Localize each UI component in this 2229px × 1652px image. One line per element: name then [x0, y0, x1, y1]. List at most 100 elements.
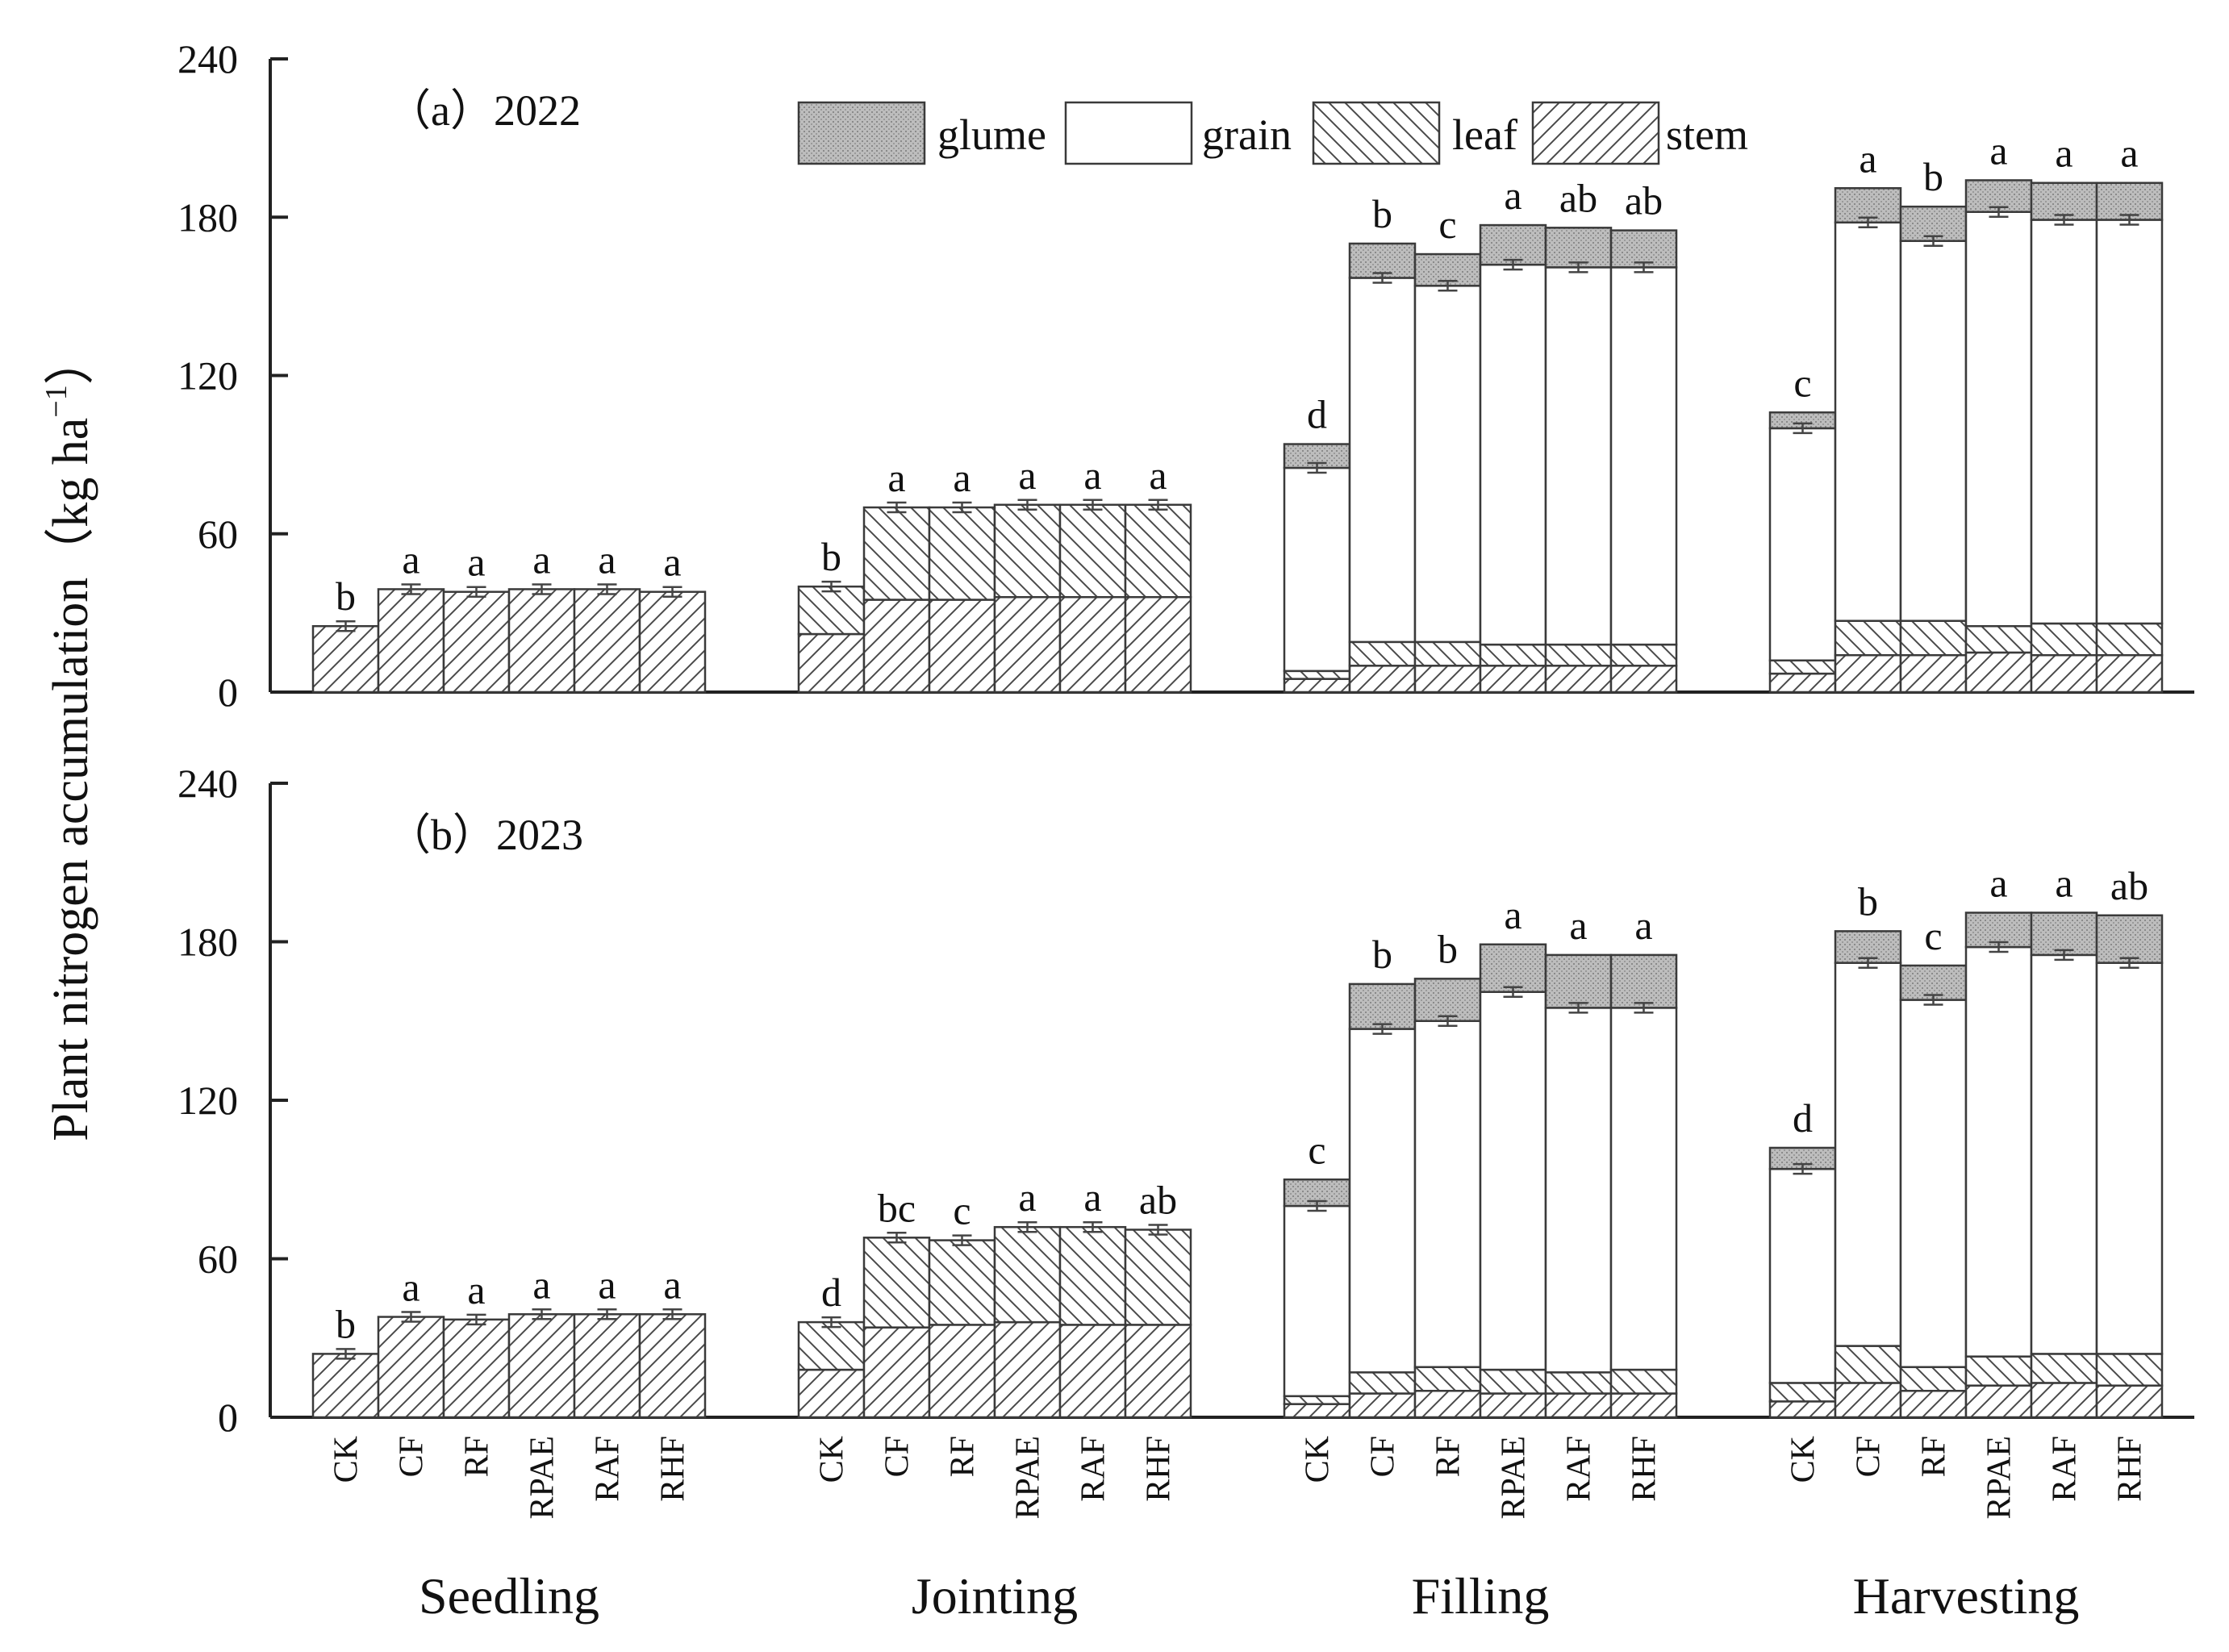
stage-group-filling: c b b a a a: [1283, 892, 1678, 1419]
x-tick-label: RF: [1916, 1436, 1953, 1477]
stage-group-filling: db ca ab ab: [1283, 173, 1678, 694]
bar-segment-glume: [1544, 953, 1613, 1009]
bar-segment-grain: [1834, 221, 1902, 622]
bar-segment-leaf: [2030, 1353, 2098, 1384]
bar-segment-leaf: [1768, 659, 1837, 675]
legend-label-glume: glume: [937, 111, 1046, 159]
bar-segment-leaf: [1058, 503, 1127, 599]
significance-letter: a: [1018, 1174, 1036, 1220]
y-tick-label: 180: [177, 920, 238, 965]
x-tick-label: CK: [814, 1436, 851, 1483]
bar-segment-stem: [1479, 665, 1547, 694]
bar-segment-leaf: [1964, 624, 2033, 654]
stage-group-seedling: ba a a a a: [311, 536, 707, 694]
panel-title: （b）2023: [387, 811, 583, 859]
stage-group-jointing: dbc c a a ab: [797, 1174, 1192, 1419]
significance-letter: c: [1308, 1127, 1325, 1172]
bar-segment-stem: [1413, 1390, 1482, 1419]
bar-segment-stem: [638, 590, 707, 694]
bar-segment-leaf: [1964, 1355, 2033, 1387]
significance-letter: b: [821, 534, 841, 579]
x-tick-label: RPAE: [1981, 1436, 2018, 1520]
bar-segment-stem: [797, 1368, 866, 1419]
bar-segment-stem: [1964, 651, 2033, 694]
bar-segment-stem: [2030, 1382, 2098, 1419]
x-tick-label: RPAE: [1010, 1436, 1047, 1520]
x-tick-label: RAF: [1561, 1436, 1598, 1502]
x-tick-label: CF: [879, 1436, 916, 1477]
bar-segment-grain: [1348, 277, 1417, 644]
significance-letter: c: [1924, 913, 1942, 958]
significance-letter: a: [1083, 1174, 1101, 1220]
bar-segment-stem: [1283, 678, 1351, 694]
bar-segment-stem: [1124, 1324, 1192, 1419]
x-tick-label: RAF: [1075, 1436, 1112, 1502]
bar-segment-glume: [2095, 914, 2164, 964]
significance-letter: b: [1372, 191, 1392, 236]
bar-segment-grain: [2030, 953, 2098, 1355]
bar-segment-leaf: [1348, 640, 1417, 667]
y-tick-label: 60: [198, 1237, 238, 1282]
significance-letter: a: [1989, 127, 2007, 173]
bar-segment-glume: [1609, 953, 1678, 1009]
legend-swatch-stem: [1531, 101, 1660, 165]
bar-segment-stem: [1413, 665, 1482, 694]
bar-segment-stem: [993, 596, 1062, 694]
bar-segment-stem: [993, 1320, 1062, 1419]
bar-segment-grain: [1479, 263, 1547, 646]
legend: glume grain leaf stem: [797, 101, 1748, 165]
bar-segment-stem: [1834, 653, 1902, 694]
stage-label: Seedling: [419, 1567, 599, 1625]
bar-segment-stem: [1609, 665, 1678, 694]
bar-segment-leaf: [1413, 1366, 1482, 1392]
significance-letter: a: [953, 455, 970, 500]
significance-letter: ab: [1559, 175, 1597, 220]
bar-segment-stem: [797, 632, 866, 694]
significance-letter: a: [532, 536, 550, 582]
bar-segment-glume: [1479, 943, 1547, 993]
bar-segment-leaf: [1834, 620, 1902, 657]
significance-letter: a: [1634, 903, 1652, 948]
bar-segment-stem: [1348, 1392, 1417, 1419]
x-tick-label: CK: [1785, 1436, 1822, 1483]
bar-segment-grain: [1768, 1167, 1837, 1384]
bar-segment-glume: [1544, 227, 1613, 269]
bar-segment-grain: [1964, 211, 2033, 628]
bar-segment-leaf: [1544, 1371, 1613, 1395]
significance-letter: b: [1438, 926, 1458, 971]
bar-segment-stem: [442, 1318, 511, 1419]
significance-letter: a: [1989, 860, 2007, 905]
bar-segment-stem: [573, 1313, 641, 1419]
bar-segment-leaf: [1283, 1395, 1351, 1405]
bar-segment-glume: [2030, 181, 2098, 221]
bar-segment-grain: [1609, 1007, 1678, 1371]
bar-segment-stem: [1124, 596, 1192, 694]
bar-segment-stem: [311, 624, 380, 694]
bar-segment-leaf: [1479, 643, 1547, 667]
x-tick-label: RF: [1430, 1436, 1467, 1477]
bar-segment-leaf: [1124, 503, 1192, 599]
significance-letter: d: [1793, 1095, 1813, 1141]
significance-letter: a: [598, 1262, 616, 1307]
bar-segment-leaf: [1348, 1371, 1417, 1395]
bar-segment-leaf: [862, 506, 931, 601]
x-tick-label: RHF: [1626, 1436, 1663, 1502]
significance-letter: a: [1149, 453, 1167, 498]
bar-segment-stem: [1834, 1382, 1902, 1419]
significance-letter: d: [1307, 392, 1327, 437]
significance-letter: d: [821, 1270, 841, 1315]
bar-segment-leaf: [2095, 622, 2164, 657]
bar-segment-stem: [1899, 1390, 1968, 1419]
bar-segment-leaf: [993, 503, 1062, 599]
bar-segment-glume: [1479, 223, 1547, 266]
bar-segment-stem: [311, 1353, 380, 1419]
bar-segment-stem: [573, 588, 641, 694]
bar-segment-grain: [1413, 1020, 1482, 1369]
stage-label: Filling: [1412, 1567, 1550, 1625]
bar-segment-stem: [928, 1324, 996, 1419]
x-tick-label: CF: [1365, 1436, 1402, 1477]
bar-segment-leaf: [1413, 640, 1482, 667]
